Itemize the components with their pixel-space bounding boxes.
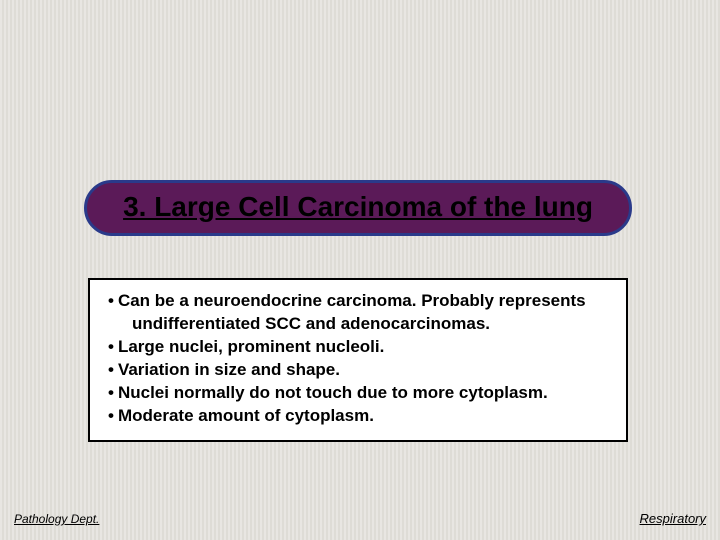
bullet-text: Large nuclei, prominent nucleoli. [118,337,384,356]
bullet-text: Nuclei normally do not touch due to more… [118,383,548,402]
footer-right: Respiratory [640,511,706,526]
list-item: •Variation in size and shape. [108,359,614,382]
bullet-text: Can be a neuroendocrine carcinoma. Proba… [118,291,586,310]
title-box: 3. Large Cell Carcinoma of the lung [84,180,632,236]
slide-title: 3. Large Cell Carcinoma of the lung [103,191,613,223]
bullet-text-cont: undifferentiated SCC and adenocarcinomas… [132,313,614,336]
content-box: •Can be a neuroendocrine carcinoma. Prob… [88,278,628,442]
footer-left: Pathology Dept. [14,512,99,526]
bullet-list: •Can be a neuroendocrine carcinoma. Prob… [102,290,614,428]
bullet-text: Variation in size and shape. [118,360,340,379]
bullet-text: Moderate amount of cytoplasm. [118,406,374,425]
list-item: •Nuclei normally do not touch due to mor… [108,382,614,405]
list-item: •Can be a neuroendocrine carcinoma. Prob… [108,290,614,336]
list-item: •Large nuclei, prominent nucleoli. [108,336,614,359]
list-item: •Moderate amount of cytoplasm. [108,405,614,428]
